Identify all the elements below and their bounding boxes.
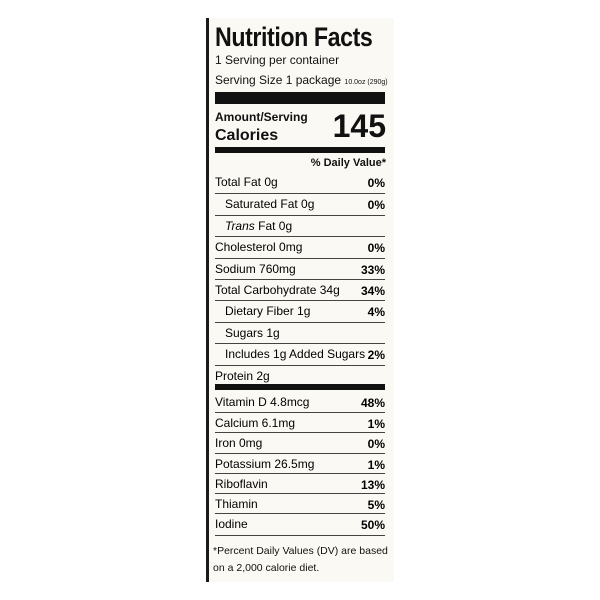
- serving-size-text: Serving Size 1 package: [215, 73, 342, 87]
- nutrient-label-text: Iron 0mg: [215, 436, 263, 451]
- nutrient-percent: 2%: [367, 348, 385, 363]
- nutrient-label-text: Calcium 6.1mg: [215, 416, 296, 431]
- nutrient-label: Total Carbohydrate 34g: [215, 283, 340, 297]
- nutrient-row: Riboflavin 13%: [215, 472, 385, 493]
- nutrient-percent: 0%: [367, 176, 385, 190]
- nutrient-label: Sugars 1g: [225, 326, 280, 340]
- nutrient-row: Total Carbohydrate 34g 34%: [215, 279, 385, 299]
- nutrient-percent: 0%: [367, 198, 385, 213]
- nutrient-label: Includes 1g Added Sugars: [225, 347, 365, 361]
- nutrient-percent: 1%: [367, 457, 385, 472]
- nutrient-row: Sodium 760mg 33%: [215, 257, 385, 278]
- nutrient-label-text: Sugars 1g: [225, 325, 280, 340]
- nutrient-label: Saturated Fat 0g: [225, 197, 314, 211]
- nutrient-percent: 0%: [367, 241, 385, 256]
- nutrient-label: Calcium 6.1mg: [215, 416, 295, 430]
- nutrient-row: Sugars 1g: [215, 321, 385, 342]
- nutrient-row: Total Fat 0g 0%: [215, 172, 385, 192]
- nutrient-row: Potassium 26.5mg 1%: [215, 452, 385, 473]
- nutrient-row: Calcium 6.1mg 1%: [215, 412, 385, 432]
- title: Nutrition Facts: [215, 22, 373, 52]
- nutrient-row: Thiamin 5%: [215, 493, 385, 513]
- nutrient-row: Iodine 50%: [215, 513, 385, 533]
- calories-label: Calories: [215, 127, 279, 144]
- nutrient-label: Protein 2g: [215, 369, 270, 383]
- serving-size-detail: 10.0oz (290g): [344, 79, 388, 86]
- nutrient-label: Thiamin: [215, 497, 258, 511]
- nutrient-label-text: Cholesterol 0mg: [215, 240, 303, 255]
- nutrient-row: Includes 1g Added Sugars 2%: [215, 343, 385, 363]
- nutrient-label-text: Potassium 26.5mg: [215, 456, 315, 471]
- footnote-line: *Percent Daily Values (DV) are based: [213, 545, 388, 557]
- nutrient-row: Saturated Fat 0g 0%: [215, 193, 385, 213]
- nutrient-percent: 48%: [360, 396, 385, 410]
- nutrient-row: Trans Fat 0g: [215, 214, 385, 235]
- nutrient-label-text: Sodium 760mg: [215, 261, 296, 276]
- calories-value: 145: [332, 108, 386, 144]
- nutrient-label: Potassium 26.5mg: [215, 457, 314, 471]
- nutrient-label-text: Thiamin: [215, 497, 258, 511]
- nutrient-label: Trans Fat 0g: [225, 219, 292, 233]
- nutrient-label-text: Total Carbohydrate 34g: [215, 283, 340, 297]
- nutrient-label-text: Protein 2g: [215, 368, 270, 383]
- nutrient-percent: 50%: [360, 518, 385, 533]
- nutrient-label-text: Riboflavin: [215, 476, 268, 491]
- nutrient-label: Dietary Fiber 1g: [225, 304, 310, 318]
- nutrient-label: Vitamin D 4.8mcg: [215, 395, 309, 409]
- nutrient-row: Protein 2g: [215, 364, 385, 385]
- medium-rule: [215, 147, 385, 153]
- nutrient-percent: 1%: [367, 417, 385, 432]
- nutrient-percent: 33%: [360, 262, 385, 277]
- amount-label: Amount/Serving: [215, 110, 308, 124]
- nutrient-percent: 0%: [367, 437, 385, 452]
- nutrient-label: Iron 0mg: [215, 436, 262, 450]
- nutrient-label-text: Saturated Fat 0g: [225, 197, 315, 212]
- nutrient-label-text: Vitamin D 4.8mcg: [215, 395, 310, 409]
- medium-rule: [215, 384, 385, 390]
- nutrient-row: Vitamin D 4.8mcg 48%: [215, 392, 385, 412]
- nutrient-label-text: Total Fat 0g: [215, 175, 278, 189]
- nutrient-label-italic: Trans: [225, 218, 255, 233]
- label-panel: [206, 18, 394, 582]
- servings: 1 Serving per container: [215, 53, 340, 67]
- nutrient-label: Riboflavin: [215, 477, 268, 491]
- nutrient-percent: 13%: [360, 477, 385, 492]
- nutrient-percent: 5%: [367, 498, 385, 512]
- nutrient-percent: 4%: [367, 305, 385, 320]
- nutrient-label: Cholesterol 0mg: [215, 240, 302, 254]
- daily-value-header: % Daily Value*: [310, 157, 386, 169]
- serving-size: Serving Size 1 package 10.0oz (290g): [215, 73, 388, 87]
- thin-rule: [215, 535, 385, 536]
- nutrient-row: Cholesterol 0mg 0%: [215, 236, 385, 256]
- nutrient-label-text: Fat 0g: [254, 218, 293, 233]
- nutrient-label-text: Dietary Fiber 1g: [225, 304, 311, 319]
- nutrient-label: Total Fat 0g: [215, 175, 278, 189]
- nutrient-percent: 34%: [360, 284, 385, 298]
- nutrient-row: Dietary Fiber 1g 4%: [215, 300, 385, 320]
- footnote-line: on a 2,000 calorie diet.: [213, 562, 320, 574]
- nutrient-label: Iodine: [215, 517, 248, 531]
- nutrient-label-text: Iodine: [215, 517, 248, 532]
- nutrient-row: Iron 0mg 0%: [215, 432, 385, 452]
- nutrient-label-text: Includes 1g Added Sugars: [225, 347, 366, 362]
- nutrient-label: Sodium 760mg: [215, 262, 296, 276]
- thick-rule: [215, 92, 385, 104]
